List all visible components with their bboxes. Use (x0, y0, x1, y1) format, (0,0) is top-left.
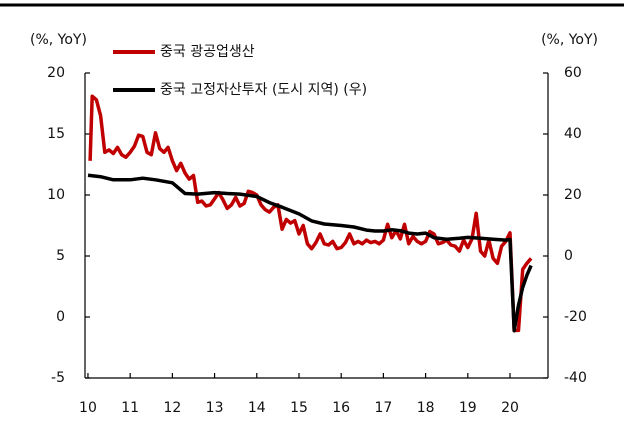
x-tick-label: 17 (374, 400, 392, 416)
y-tick-label: 0 (56, 309, 65, 325)
y2-tick-label: 40 (564, 126, 582, 142)
x-tick-label: 11 (121, 400, 139, 416)
y-tick-label: 20 (47, 65, 65, 81)
y-tick-label: 5 (56, 248, 65, 264)
y-tick-label: 10 (47, 187, 65, 203)
y2-tick-label: 20 (564, 187, 582, 203)
y-axis-label: (%, YoY) (30, 32, 87, 48)
legend-label: 중국 광공업생산 (160, 44, 255, 60)
x-tick-label: 15 (290, 400, 308, 416)
x-tick-label: 19 (459, 400, 477, 416)
x-tick-label: 16 (332, 400, 350, 416)
series-line (88, 94, 533, 333)
x-tick-label: 12 (163, 400, 181, 416)
x-tick-label: 10 (79, 400, 97, 416)
y2-tick-label: 60 (564, 65, 582, 81)
y2-tick-label: -40 (564, 370, 587, 386)
x-tick-label: 18 (417, 400, 435, 416)
y2-axis-label: (%, YoY) (541, 32, 598, 48)
x-tick-label: 14 (248, 400, 266, 416)
y2-tick-label: 0 (564, 248, 573, 264)
x-tick-label: 20 (501, 400, 519, 416)
series-line (87, 173, 533, 333)
x-tick-label: 13 (206, 400, 224, 416)
y-tick-label: 15 (47, 126, 65, 142)
legend-label: 중국 고정자산투자 (도시 지역) (우) (160, 82, 367, 98)
y-tick-label: -5 (51, 370, 65, 386)
y2-tick-label: -20 (564, 309, 587, 325)
